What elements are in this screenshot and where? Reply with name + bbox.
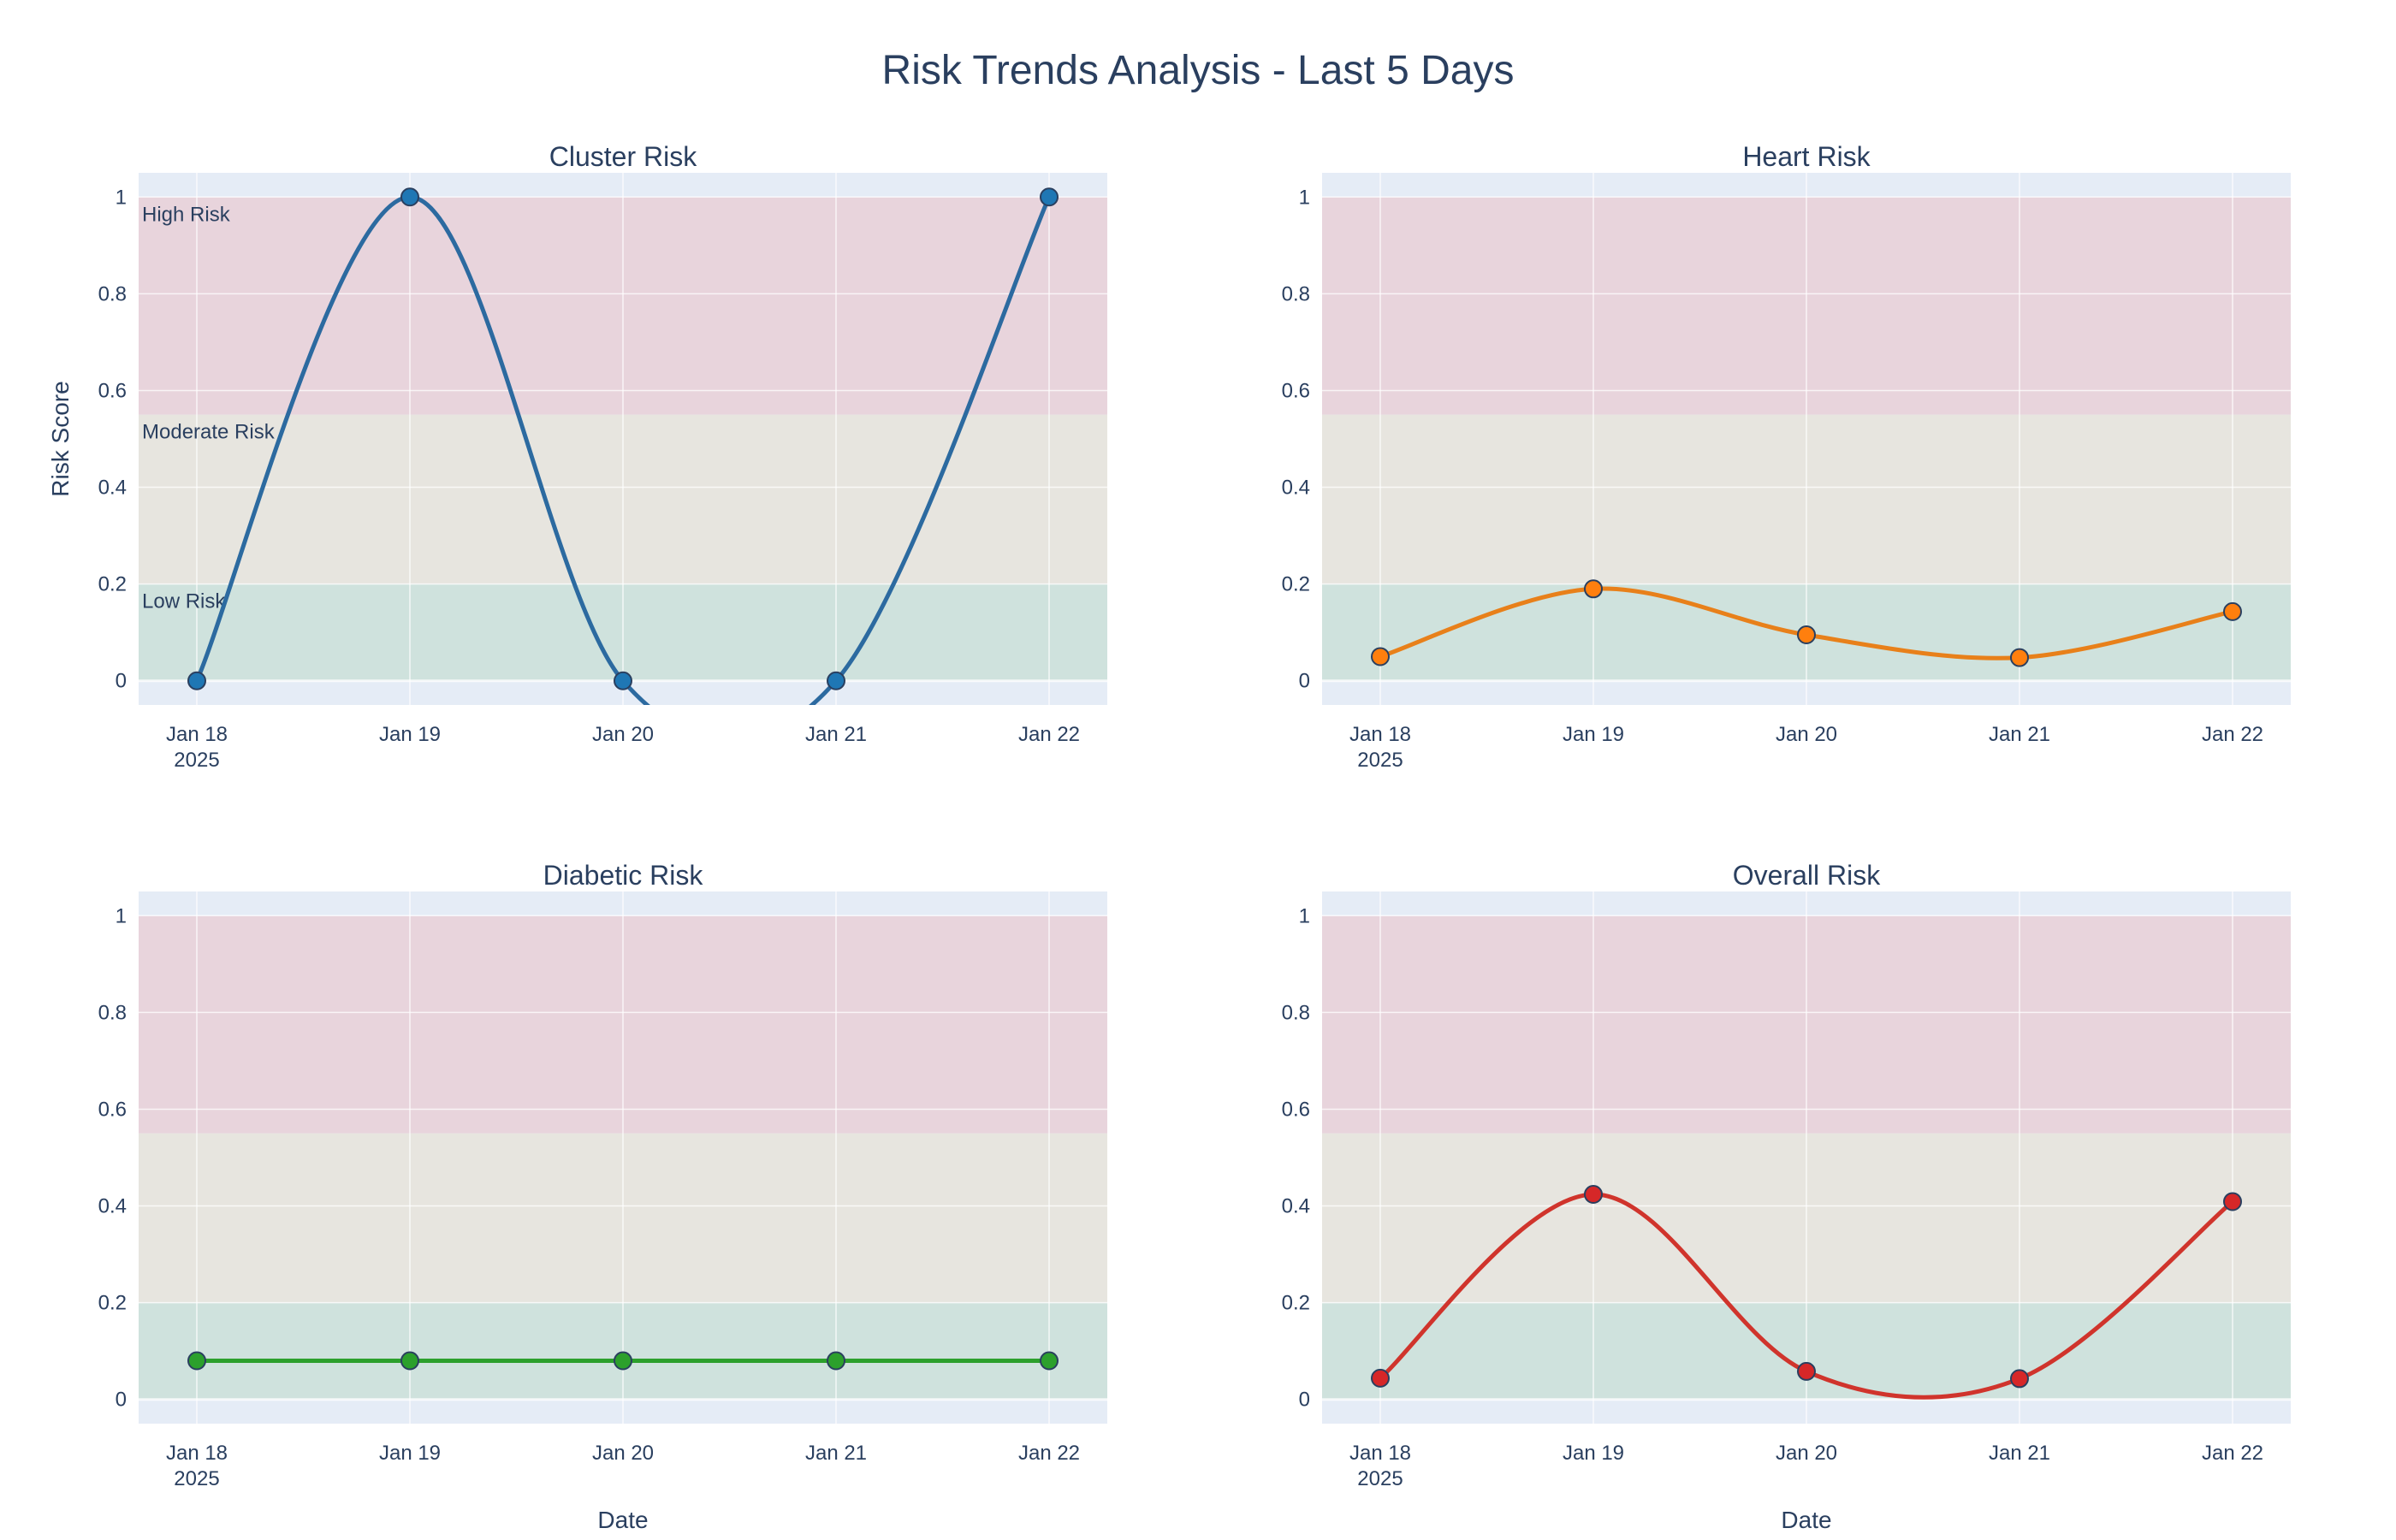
y-tick-label: 0 <box>1299 670 1310 693</box>
y-tick-label: 1 <box>116 186 127 209</box>
y-tick-label: 0.8 <box>1282 282 1310 305</box>
subplot-title: Heart Risk <box>1742 141 1871 172</box>
x-tick-label: Jan 21 <box>805 1442 867 1465</box>
band-label-low-risk: Low Risk <box>142 590 226 613</box>
data-point <box>1040 187 1059 207</box>
figure-title: Risk Trends Analysis - Last 5 Days <box>882 48 1515 93</box>
data-point <box>2010 1369 2029 1389</box>
subplot-diabetic-risk: 0 0.2 0.4 0.6 0.8 1 Jan 18 Jan 19 Jan 20 Jan 21 Ja… <box>98 860 1107 1533</box>
data-point <box>827 671 845 690</box>
subplot-title: Overall Risk <box>1733 860 1881 891</box>
x-tick-label: Jan 20 <box>1776 723 1837 746</box>
data-point <box>1040 1351 1059 1371</box>
y-tick-label: 0.6 <box>1282 1098 1310 1121</box>
x-tick-label: Jan 22 <box>1018 723 1080 746</box>
y-tick-label: 0.4 <box>98 1195 127 1218</box>
data-point <box>1371 647 1390 666</box>
y-tick-label: 0.2 <box>1282 1292 1310 1315</box>
subplot-title: Cluster Risk <box>549 141 697 172</box>
data-point <box>827 1351 845 1371</box>
band-label-high-risk: High Risk <box>142 203 231 226</box>
x-tick-year: 2025 <box>1357 1467 1403 1490</box>
x-tick-label: Jan 20 <box>1776 1442 1837 1465</box>
data-point <box>400 1351 419 1371</box>
x-tick-label: Jan 18 <box>1349 1442 1411 1465</box>
y-tick-label: 0.6 <box>98 1098 127 1121</box>
y-tick-label: 0.8 <box>1282 1001 1310 1024</box>
data-point <box>187 1351 206 1371</box>
x-axis-label: Date <box>597 1507 648 1533</box>
y-tick-label: 0.4 <box>1282 477 1310 500</box>
y-tick-label: 1 <box>116 904 127 927</box>
x-tick-label: Jan 22 <box>2202 1442 2263 1465</box>
subplot-heart-risk: 0 0.2 0.4 0.6 0.8 1 Jan 18 Jan 19 Jan 20 Jan 21 Ja… <box>1282 141 2291 772</box>
y-axis-label: Risk Score <box>47 381 74 496</box>
y-tick-label: 0.8 <box>98 1001 127 1024</box>
y-tick-label: 0 <box>116 670 127 693</box>
y-tick-label: 0.8 <box>98 282 127 305</box>
x-tick-label: Jan 19 <box>379 723 441 746</box>
y-tick-label: 0.4 <box>98 477 127 500</box>
data-point <box>2223 1192 2242 1211</box>
y-tick-label: 0.2 <box>98 1292 127 1315</box>
y-tick-label: 0 <box>116 1389 127 1412</box>
data-point <box>2223 601 2242 621</box>
data-point <box>1371 1368 1390 1388</box>
y-tick-label: 0.6 <box>1282 379 1310 402</box>
data-point <box>1797 1361 1816 1381</box>
data-point <box>1584 1184 1603 1204</box>
series-line <box>194 194 1052 705</box>
x-tick-label: Jan 20 <box>592 723 654 746</box>
subplot-title: Diabetic Risk <box>543 860 704 891</box>
subplot-overall-risk: 0 0.2 0.4 0.6 0.8 1 Jan 18 Jan 19 Jan 20 Jan 21 Ja… <box>1282 860 2291 1533</box>
x-tick-label: Jan 22 <box>1018 1442 1080 1465</box>
x-tick-year: 2025 <box>174 749 219 772</box>
x-tick-label: Jan 18 <box>166 1442 228 1465</box>
y-tick-label: 1 <box>1299 186 1310 209</box>
x-tick-year: 2025 <box>1357 749 1403 772</box>
x-tick-label: Jan 18 <box>166 723 228 746</box>
x-tick-label: Jan 19 <box>1563 1442 1624 1465</box>
data-point <box>400 187 419 207</box>
data-point <box>2010 648 2029 667</box>
x-tick-label: Jan 22 <box>2202 723 2263 746</box>
x-tick-label: Jan 19 <box>1563 723 1624 746</box>
y-tick-label: 0.6 <box>98 379 127 402</box>
x-tick-label: Jan 21 <box>1989 723 2050 746</box>
y-tick-label: 0 <box>1299 1389 1310 1412</box>
x-tick-label: Jan 18 <box>1349 723 1411 746</box>
x-tick-label: Jan 21 <box>805 723 867 746</box>
x-tick-year: 2025 <box>174 1467 219 1490</box>
y-tick-label: 1 <box>1299 904 1310 927</box>
y-tick-label: 0.2 <box>1282 573 1310 596</box>
y-tick-label: 0.4 <box>1282 1195 1310 1218</box>
subplot-grid: 0 0.2 0.4 0.6 0.8 1 Jan 18 Jan 19 Jan 20 Jan 21 Ja… <box>47 141 2291 1533</box>
x-tick-label: Jan 21 <box>1989 1442 2050 1465</box>
data-point <box>187 671 206 690</box>
y-tick-label: 0.2 <box>98 573 127 596</box>
data-point <box>614 1351 632 1371</box>
data-point <box>1797 625 1816 645</box>
subplot-cluster-risk: 0 0.2 0.4 0.6 0.8 1 Jan 18 Jan 19 Jan 20 Jan 21 Ja… <box>47 141 1107 772</box>
x-tick-label: Jan 19 <box>379 1442 441 1465</box>
band-label-moderate-risk: Moderate Risk <box>142 421 276 444</box>
x-axis-label: Date <box>1781 1507 1831 1533</box>
data-point <box>614 671 632 690</box>
data-point <box>1584 579 1603 599</box>
x-tick-label: Jan 20 <box>592 1442 654 1465</box>
